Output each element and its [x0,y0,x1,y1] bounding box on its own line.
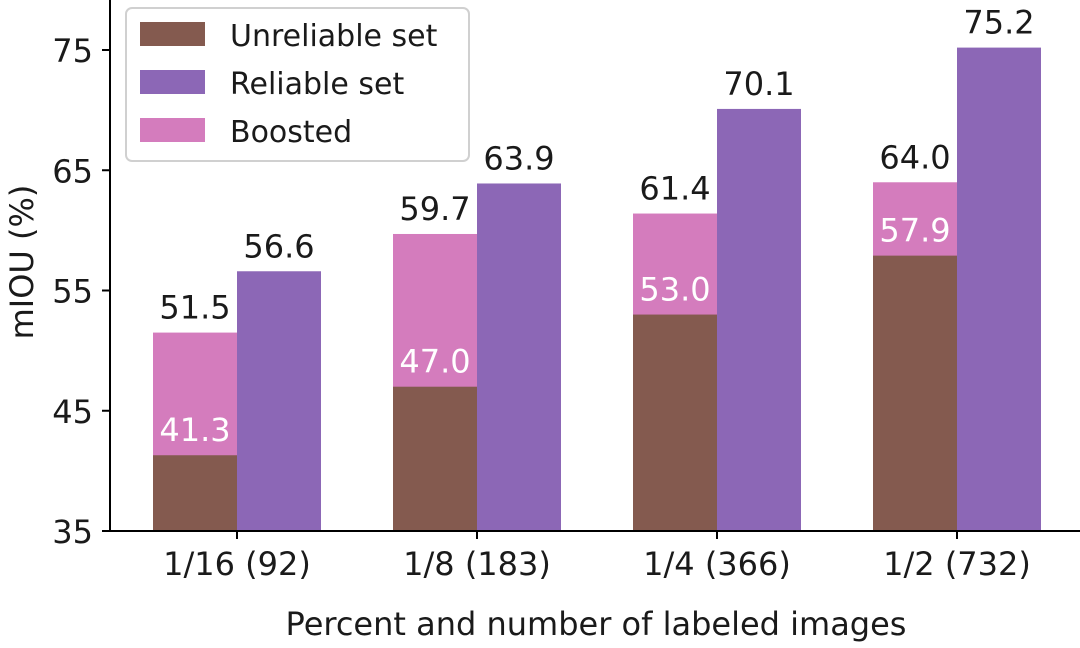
bar-unreliable-1 [393,386,477,531]
legend: Unreliable set Reliable set Boosted [125,7,470,162]
x-tick-label-1: 1/8 (183) [403,545,551,583]
y-ticks-group: 35 45 55 65 75 [52,32,110,551]
y-tick-label-2: 55 [52,273,93,311]
bar-reliable-2 [717,108,801,532]
x-tick-label-2: 1/4 (366) [643,545,791,583]
bar-unreliable-2 [633,314,717,531]
x-tick-label-0: 1/16 (92) [163,545,311,583]
x-tick-label-3: 1/2 (732) [883,545,1031,583]
y-tick-label-0: 35 [52,513,93,551]
legend-label-reliable: Reliable set [230,67,404,102]
bar-label-unreliable-3: 57.9 [879,212,950,250]
bars-group [153,47,1041,532]
x-axis-label: Percent and number of labeled images [286,605,907,643]
x-ticks-group: 1/16 (92) 1/8 (183) 1/4 (366) 1/2 (732) [163,531,1031,583]
bar-label-reliable-2: 70.1 [723,65,794,103]
y-tick-label-1: 45 [52,393,93,431]
bar-label-boosted-3: 64.0 [879,138,950,176]
bar-reliable-3 [957,47,1041,531]
bar-label-unreliable-0: 41.3 [159,411,230,449]
bar-label-boosted-2: 61.4 [639,170,710,208]
legend-label-unreliable: Unreliable set [230,19,438,54]
bar-label-boosted-0: 51.5 [159,289,230,327]
legend-swatch-boosted [140,118,205,142]
bar-label-reliable-0: 56.6 [243,227,314,265]
bar-reliable-1 [477,183,561,532]
legend-label-boosted: Boosted [230,115,352,150]
legend-swatch-unreliable [140,22,205,46]
bar-unreliable-0 [153,455,237,531]
bar-unreliable-3 [873,255,957,531]
y-tick-label-4: 75 [52,32,93,70]
legend-swatch-reliable [140,70,205,94]
y-axis-label: mIOU (%) [3,185,41,340]
bar-label-boosted-1: 59.7 [399,190,470,228]
legend-frame [125,7,470,162]
bar-reliable-0 [237,271,321,531]
bar-label-unreliable-1: 47.0 [399,343,470,381]
bar-label-unreliable-2: 53.0 [639,271,710,309]
bar-label-reliable-3: 75.2 [963,4,1034,42]
bar-label-reliable-1: 63.9 [483,139,554,177]
y-tick-label-3: 65 [52,152,93,190]
bar-labels-group: 51.5 41.3 56.6 59.7 47.0 63.9 61.4 53.0 70.1 64.0… [159,4,1034,450]
